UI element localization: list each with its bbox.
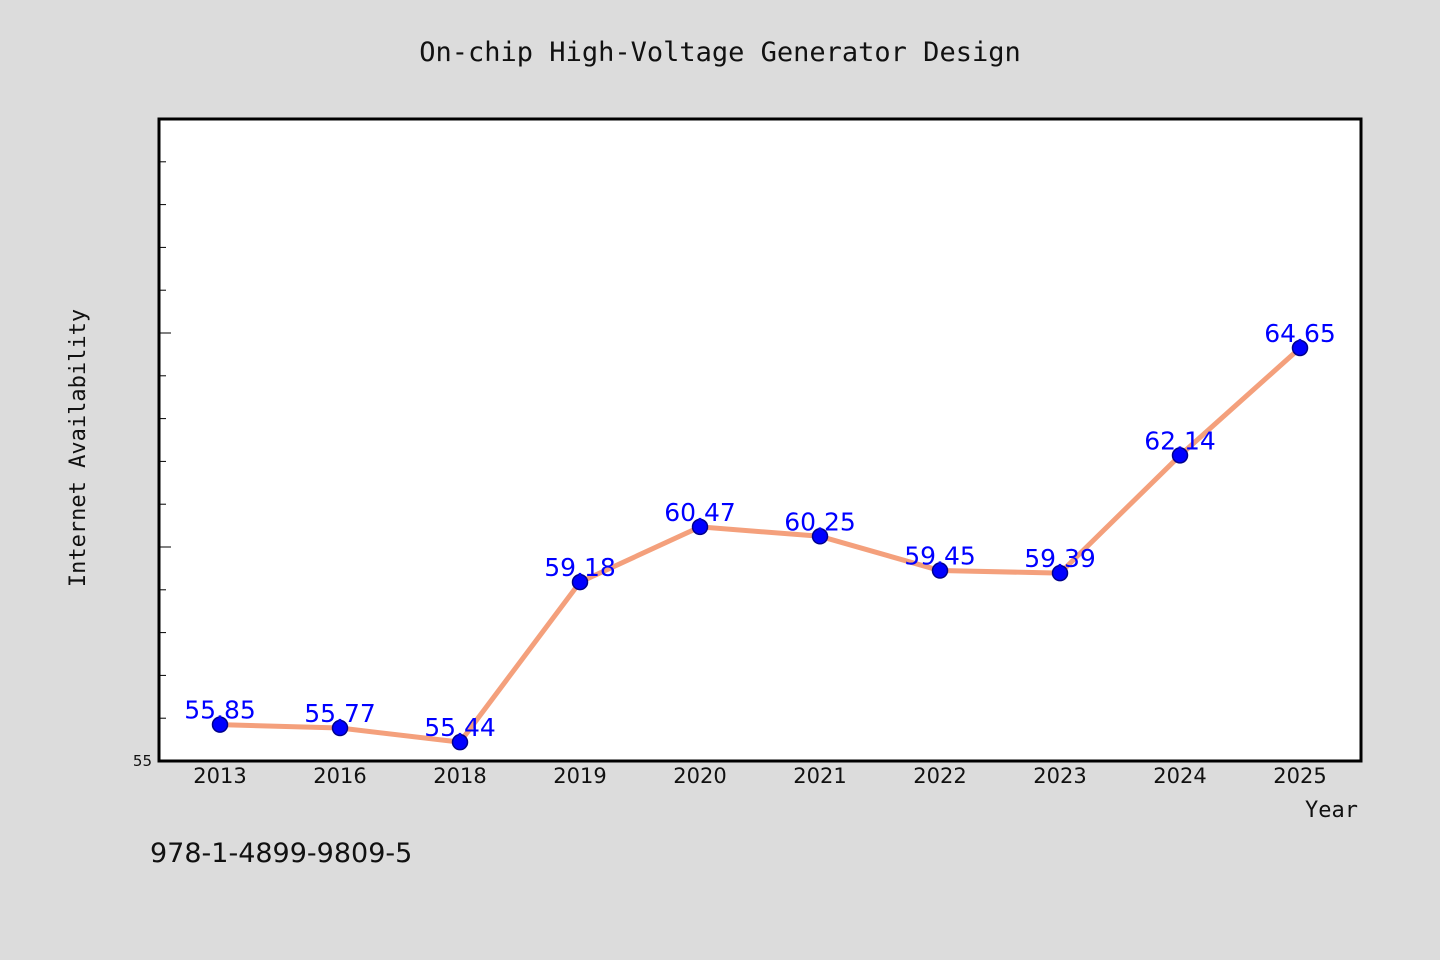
data-point [691, 518, 709, 536]
data-label: 55.85 [184, 696, 256, 725]
data-label: 60.47 [664, 498, 736, 527]
data-point [931, 562, 949, 579]
x-tick-label: 2019 [553, 764, 606, 788]
data-label: 59.39 [1024, 544, 1096, 573]
x-tick-label: 2020 [673, 764, 726, 788]
x-tick-label: 2018 [433, 764, 486, 788]
data-point [451, 733, 469, 751]
x-axis-label: Year [1305, 798, 1358, 823]
x-tick-label: 2013 [193, 764, 246, 788]
y-tick-label: 55 [133, 752, 152, 770]
chart-title: On-chip High-Voltage Generator Design [419, 37, 1020, 68]
x-tick-label: 2023 [1033, 764, 1086, 788]
data-point [571, 573, 589, 591]
series-layer: 55.85 55.77 55.44 59.18 60.47 60.25 59.45 59.39… [184, 319, 1336, 751]
x-tick-label: 2021 [793, 764, 846, 788]
data-label: 60.25 [784, 507, 856, 536]
y-axis-label: Internet Availability [66, 309, 91, 587]
data-label: 59.18 [544, 553, 616, 582]
data-point [1051, 564, 1069, 582]
y-axis-ticks [159, 161, 171, 719]
data-label: 55.44 [424, 713, 496, 742]
data-point [211, 716, 229, 733]
footer-isbn: 978-1-4899-9809-5 [150, 838, 412, 869]
data-label: 59.45 [904, 542, 976, 571]
x-tick-label: 2022 [913, 764, 966, 788]
data-point [811, 528, 829, 545]
data-point [1171, 447, 1189, 464]
data-label: 64.65 [1264, 319, 1336, 348]
x-axis-ticks: 2013 2016 2018 2019 2020 2021 2022 2023 2024 2025 [193, 764, 1326, 788]
x-tick-label: 2024 [1153, 764, 1206, 788]
x-tick-label: 2016 [313, 764, 366, 788]
series-line [217, 345, 1303, 745]
x-tick-label: 2025 [1273, 764, 1326, 788]
data-label: 55.77 [304, 699, 376, 728]
data-point [331, 719, 349, 737]
data-point [1291, 339, 1309, 357]
plot-area [157, 117, 1363, 763]
data-label: 62.14 [1144, 426, 1216, 455]
